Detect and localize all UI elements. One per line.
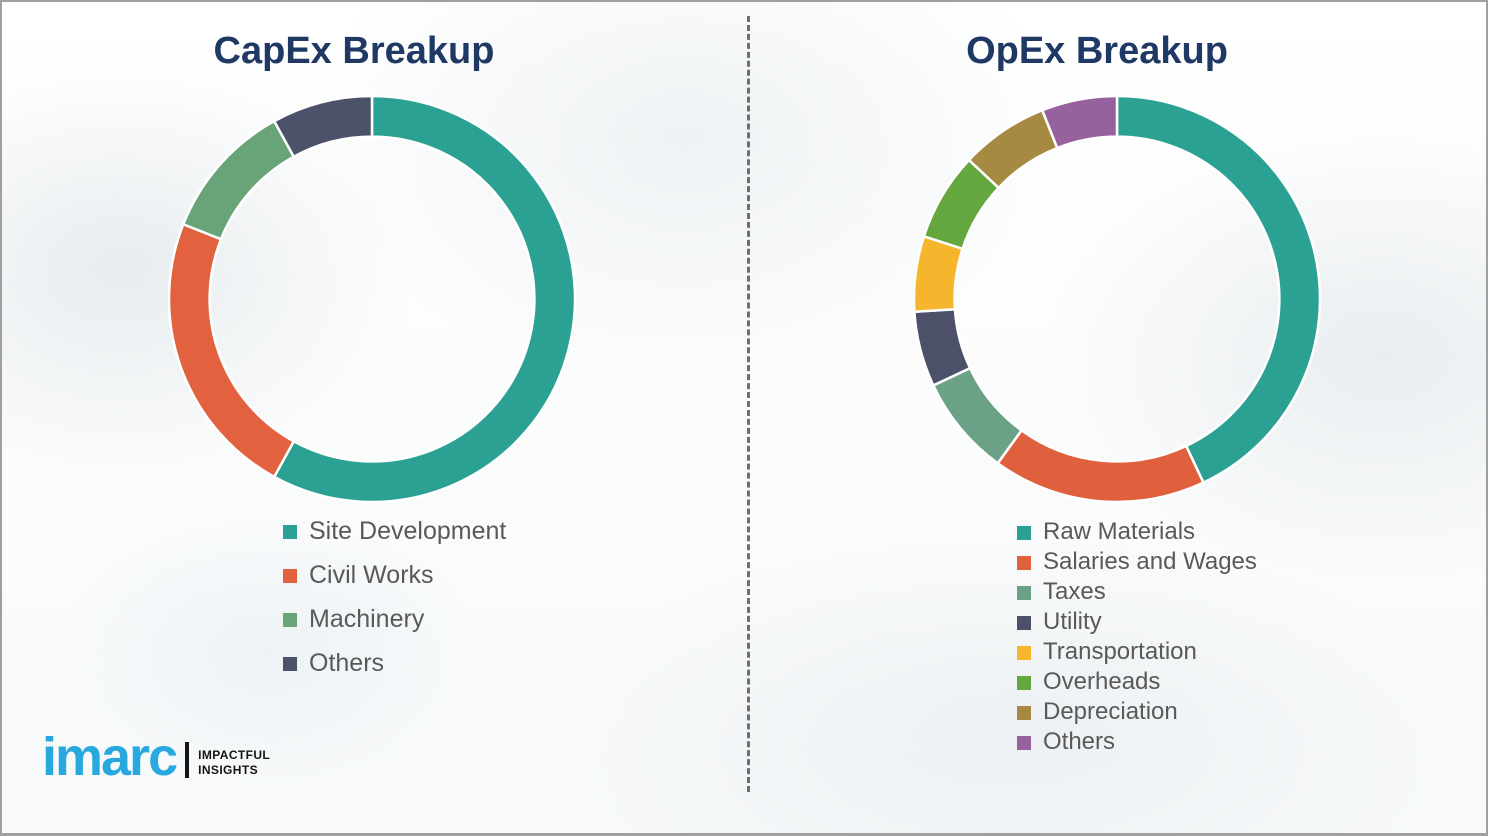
legend-item-transportation: Transportation: [1017, 637, 1257, 667]
capex-donut-chart: [167, 94, 577, 504]
legend-item-utility: Utility: [1017, 607, 1257, 637]
legend-item-taxes: Taxes: [1017, 577, 1257, 607]
vertical-dashed-divider: [747, 16, 750, 792]
legend-swatch-machinery: [283, 613, 297, 627]
legend-swatch-depreciation: [1017, 706, 1031, 720]
donut-segment-others: [1041, 94, 1119, 150]
capex-legend: Site Development Civil Works Machinery Othe…: [283, 509, 506, 685]
legend-swatch-taxes: [1017, 586, 1031, 600]
donut-segment-taxes: [932, 366, 1023, 465]
donut-segment-civil-works: [167, 223, 296, 479]
legend-swatch-others: [1017, 736, 1031, 750]
legend-item-civil-works: Civil Works: [283, 553, 506, 597]
legend-label: Site Development: [309, 516, 507, 545]
legend-item-site-development: Site Development: [283, 509, 506, 553]
logo-tagline-line1: IMPACTFUL: [198, 748, 271, 763]
logo-tagline: IMPACTFUL INSIGHTS: [198, 748, 270, 776]
legend-label: Others: [1043, 728, 1116, 755]
opex-chart-title: OpEx Breakup: [966, 30, 1228, 72]
legend-swatch-raw-materials: [1017, 526, 1031, 540]
legend-swatch-overheads: [1017, 676, 1031, 690]
donut-segment-site-development: [272, 94, 577, 504]
legend-item-overheads: Overheads: [1017, 667, 1257, 697]
legend-item-raw-materials: Raw Materials: [1017, 517, 1257, 547]
legend-label: Utility: [1043, 608, 1102, 635]
capex-chart-title: CapEx Breakup: [213, 30, 495, 72]
donut-segment-others: [272, 94, 374, 158]
legend-swatch-utility: [1017, 616, 1031, 630]
legend-label: Overheads: [1043, 668, 1161, 695]
opex-donut-chart: [912, 94, 1322, 504]
imarc-logo-wordmark: imarc: [42, 727, 178, 787]
donut-segment-raw-materials: [1115, 94, 1322, 484]
legend-swatch-salaries-and-wages: [1017, 556, 1031, 570]
legend-swatch-others: [283, 657, 297, 671]
opex-legend: Raw Materials Salaries and Wages Taxes Util…: [1017, 517, 1257, 757]
legend-swatch-transportation: [1017, 646, 1031, 660]
legend-item-others: Others: [1017, 727, 1257, 757]
legend-label: Depreciation: [1043, 698, 1178, 725]
legend-label: Civil Works: [309, 560, 434, 589]
legend-label: Machinery: [309, 604, 425, 633]
imarc-logo: imarc IMPACTFUL INSIGHTS: [42, 727, 270, 787]
donut-segment-machinery: [182, 119, 296, 241]
legend-label: Others: [309, 648, 385, 677]
donut-segment-salaries-and-wages: [996, 429, 1205, 504]
legend-label: Transportation: [1043, 638, 1197, 665]
legend-label: Taxes: [1043, 578, 1106, 605]
legend-item-salaries-and-wages: Salaries and Wages: [1017, 547, 1257, 577]
legend-swatch-civil-works: [283, 569, 297, 583]
legend-label: Raw Materials: [1043, 518, 1196, 545]
legend-item-depreciation: Depreciation: [1017, 697, 1257, 727]
legend-swatch-site-development: [283, 525, 297, 539]
legend-label: Salaries and Wages: [1043, 548, 1257, 575]
logo-divider-bar: [185, 741, 190, 778]
logo-tagline-line2: INSIGHTS: [198, 762, 258, 777]
legend-item-others: Others: [283, 641, 506, 685]
legend-item-machinery: Machinery: [283, 597, 506, 641]
